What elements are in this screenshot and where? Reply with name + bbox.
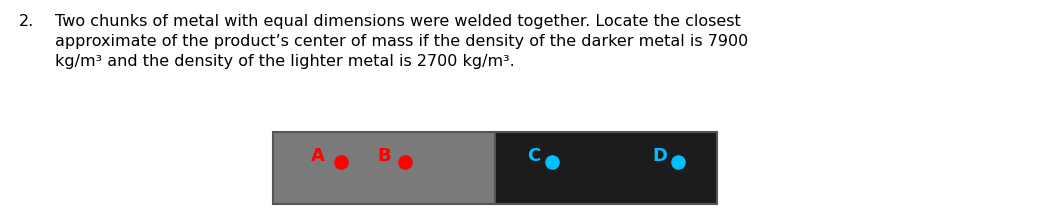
Text: 2.: 2. bbox=[19, 14, 34, 29]
Bar bbox=[495, 132, 717, 204]
Bar bbox=[273, 132, 495, 204]
Text: A: A bbox=[311, 147, 325, 165]
Point bbox=[333, 160, 350, 164]
Point bbox=[544, 160, 561, 164]
Text: Two chunks of metal with equal dimensions were welded together. Locate the close: Two chunks of metal with equal dimension… bbox=[55, 14, 748, 69]
Text: D: D bbox=[653, 147, 667, 165]
Point bbox=[397, 160, 413, 164]
Text: B: B bbox=[377, 147, 391, 165]
Text: C: C bbox=[527, 147, 541, 165]
Point bbox=[670, 160, 686, 164]
